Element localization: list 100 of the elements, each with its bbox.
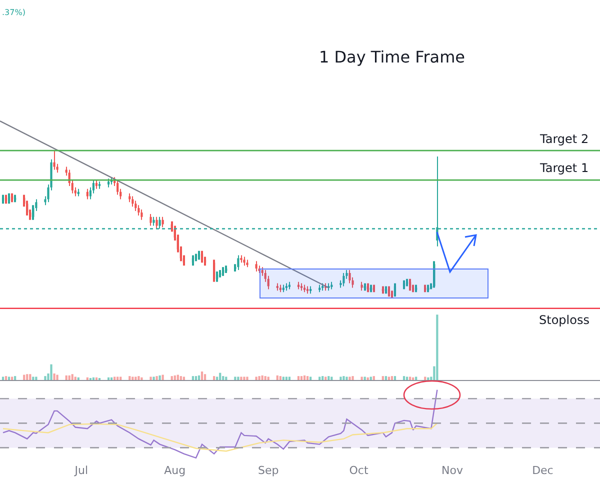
bar (204, 374, 206, 380)
bar (234, 376, 236, 380)
bar (340, 376, 342, 380)
bar (237, 376, 240, 380)
bar (240, 376, 242, 380)
bar (370, 376, 372, 380)
bar (23, 374, 26, 380)
bar (53, 373, 56, 380)
bar (330, 376, 333, 380)
bar (322, 376, 324, 380)
bar (406, 376, 408, 380)
bar (219, 372, 222, 380)
text: .37%) (2, 8, 26, 17)
bar (310, 376, 312, 380)
bar (285, 376, 288, 380)
bar (306, 376, 309, 380)
x-tick-label: Dec (532, 464, 554, 477)
bar (176, 374, 179, 380)
bar (360, 376, 363, 380)
bar (132, 376, 134, 380)
bar (56, 374, 58, 380)
bar (303, 375, 306, 380)
bar (4, 376, 8, 380)
bar (134, 376, 137, 380)
bar (116, 376, 119, 380)
bar (110, 377, 113, 380)
bar (107, 377, 110, 380)
bar (288, 376, 290, 380)
bar (276, 375, 278, 380)
bar (390, 376, 394, 380)
bar (11, 376, 14, 380)
bar (174, 375, 176, 380)
bar (152, 376, 155, 380)
bar (29, 374, 32, 380)
bar (261, 375, 264, 380)
bar (342, 376, 345, 380)
bar (255, 376, 258, 380)
x-tick-label: Sep (258, 464, 279, 477)
x-tick-label: Oct (349, 464, 369, 477)
bar (156, 376, 158, 380)
bar (68, 375, 70, 380)
bar (402, 376, 406, 380)
chart-title: 1 Day Time Frame (318, 48, 466, 67)
bar (32, 376, 34, 380)
bar (114, 376, 116, 380)
ref-line-label: Target 2 (539, 132, 589, 146)
bar (412, 377, 414, 380)
bar (366, 377, 369, 380)
bar (282, 376, 284, 380)
bar (44, 376, 46, 380)
bar (77, 377, 80, 380)
bar (264, 376, 266, 380)
x-tick-label: Aug (164, 464, 186, 477)
bar (170, 376, 173, 380)
bar (71, 374, 74, 380)
bar (95, 377, 98, 380)
bar (65, 375, 68, 380)
bar (140, 377, 143, 380)
bar (198, 375, 200, 380)
bar (258, 376, 260, 380)
bar (158, 375, 161, 380)
bar (427, 377, 430, 380)
bar (346, 376, 348, 380)
bar (162, 374, 164, 380)
bar (297, 376, 300, 380)
ref-line-label: Stoploss (539, 313, 590, 327)
bar (225, 376, 228, 380)
bar (128, 376, 131, 380)
x-tick-label: Jul (74, 464, 88, 477)
bar (388, 376, 390, 380)
bar (150, 376, 152, 380)
bar (279, 376, 282, 380)
bar (14, 376, 16, 380)
ref-line-label: Target 1 (539, 161, 589, 175)
bar (243, 376, 246, 380)
bar (86, 377, 88, 380)
bar (372, 376, 375, 380)
bar (408, 376, 412, 380)
bar (382, 376, 384, 380)
bar (222, 376, 224, 380)
bar (324, 376, 327, 380)
bar (50, 364, 52, 380)
bar (384, 376, 387, 380)
bar (364, 376, 366, 380)
bar (300, 376, 303, 380)
bar (352, 376, 354, 380)
bar (2, 376, 4, 380)
bar (120, 376, 122, 380)
bar (348, 376, 351, 380)
bar (180, 376, 182, 380)
bar (394, 376, 396, 380)
bar (92, 377, 95, 380)
bar (415, 376, 418, 380)
bar (246, 376, 248, 380)
bar (200, 372, 204, 380)
bar (424, 376, 426, 380)
bar (138, 376, 140, 380)
bar (267, 376, 270, 380)
bar (182, 376, 185, 380)
bar (26, 374, 28, 380)
